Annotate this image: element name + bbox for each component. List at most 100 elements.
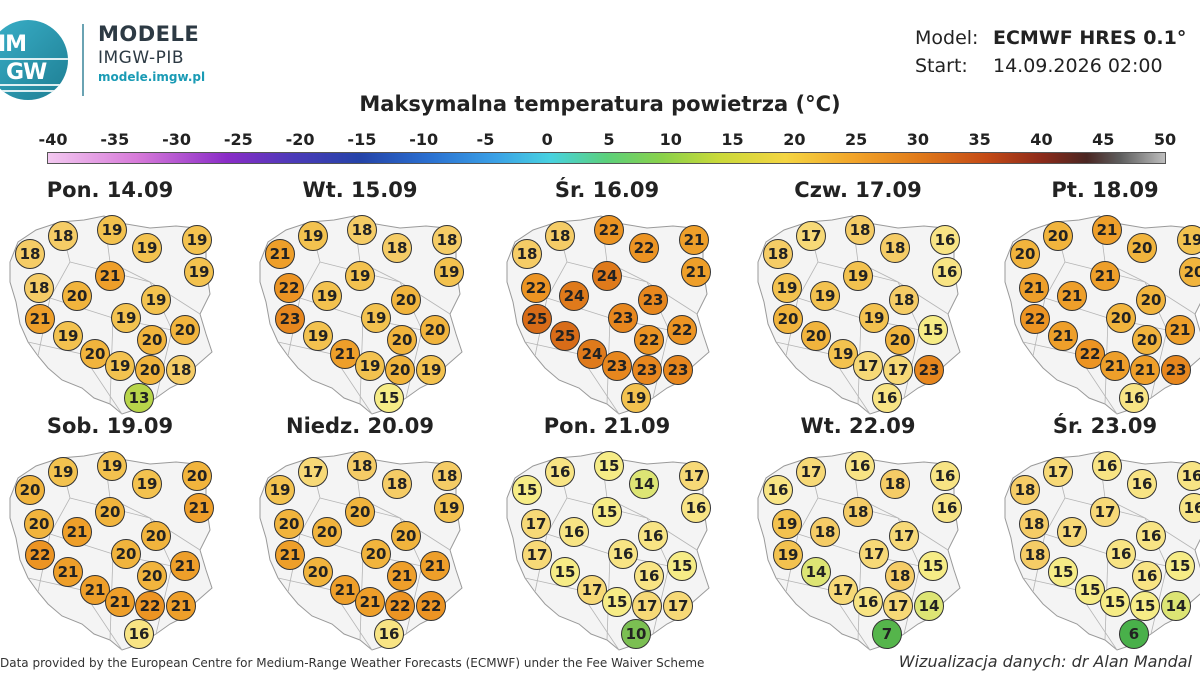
scale-tick-label: -30 [162,130,191,149]
temperature-marker: 15 [592,497,622,527]
temperature-marker: 18 [843,497,873,527]
temperature-marker: 18 [1010,475,1040,505]
temperature-marker: 20 [137,561,167,591]
temperature-marker: 15 [918,551,948,581]
temperature-marker: 18 [382,233,412,263]
temperature-marker: 19 [182,225,212,255]
temperature-marker: 20 [420,315,450,345]
temperature-marker: 17 [796,457,826,487]
temperature-marker: 20 [1136,285,1166,315]
temperature-marker: 21 [1090,261,1120,291]
temperature-marker: 20 [1132,325,1162,355]
temperature-marker: 20 [95,497,125,527]
logo-text-bottom: GW [6,60,47,85]
temperature-marker: 16 [1177,461,1200,491]
temperature-marker: 19 [416,355,446,385]
temperature-marker: 19 [843,261,873,291]
temperature-marker: 20 [141,521,171,551]
temperature-marker: 17 [859,539,889,569]
temperature-marker: 21 [387,561,417,591]
temperature-marker: 23 [608,303,638,333]
temperature-marker: 20 [1127,233,1157,263]
temperature-marker: 19 [141,285,171,315]
brand-url[interactable]: modele.imgw.pl [98,70,206,84]
temperature-marker: 20 [885,325,915,355]
temperature-marker: 16 [932,257,962,287]
start-value: 14.09.2026 02:00 [993,55,1163,77]
temperature-marker: 21 [105,587,135,617]
forecast-panel: Śr. 16.09 18 22 18 22 21 24 21 22 24 23 25 23 22 25 22 2… [497,178,737,415]
imgw-logo: IM GW MODELE IMGW-PIB modele.imgw.pl [0,18,210,100]
model-label: Model: [915,27,979,49]
forecast-panel: Wt. 22.09 17 16 16 18 16 18 16 19 18 17 19 17 15 14 18 1… [748,414,988,651]
temperature-marker: 19 [772,509,802,539]
scale-tick-label: -5 [476,130,495,149]
temperature-marker: 18 [166,355,196,385]
temperature-marker: 19 [97,215,127,245]
temperature-marker: 20 [391,285,421,315]
temperature-marker: 10 [621,619,651,649]
logo-text-top: IM [0,32,27,57]
temperature-marker: 18 [885,561,915,591]
scale-tick-label: 20 [783,130,806,149]
scale-tick-label: 5 [603,130,615,149]
temperature-marker: 23 [914,355,944,385]
temperature-marker: 20 [801,321,831,351]
temperature-marker: 15 [602,587,632,617]
temperature-color-scale [47,152,1166,164]
temperature-marker: 22 [1075,339,1105,369]
temperature-marker: 15 [594,451,624,481]
temperature-marker: 17 [298,457,328,487]
temperature-marker: 18 [347,215,377,245]
temperature-marker: 17 [679,461,709,491]
temperature-marker: 19 [303,321,333,351]
temperature-marker: 19 [132,469,162,499]
scale-tick-label: 10 [659,130,682,149]
temperature-marker: 16 [634,561,664,591]
temperature-marker: 20 [773,304,803,334]
temperature-marker: 20 [312,517,342,547]
temperature-marker: 23 [632,355,662,385]
temperature-marker: 17 [1057,517,1087,547]
temperature-marker: 16 [1106,539,1136,569]
panel-day-label: Śr. 23.09 [1052,414,1158,438]
temperature-marker: 16 [559,517,589,547]
forecast-panel: Śr. 23.09 17 16 18 16 16 17 16 18 17 16 18 16 15 15 16 1… [995,414,1200,651]
temperature-marker: 23 [663,355,693,385]
temperature-marker: 18 [48,221,78,251]
scale-tick-label: 15 [721,130,744,149]
temperature-marker: 20 [1106,303,1136,333]
temperature-marker: 18 [512,239,542,269]
scale-tick-label: -15 [347,130,377,149]
panel-day-label: Pon. 14.09 [46,178,174,202]
temperature-marker: 19 [434,493,464,523]
temperature-marker: 19 [810,281,840,311]
temperature-marker: 19 [48,457,78,487]
temperature-marker: 14 [629,469,659,499]
temperature-marker: 21 [1057,281,1087,311]
temperature-marker: 21 [265,239,295,269]
temperature-scale-labels: -40 -35 -30 -25 -20 -15 -10 -5 0 5 10 15 20 25 30 35 40 4… [39,130,1180,150]
temperature-marker: 21 [62,517,92,547]
temperature-marker: 21 [25,304,55,334]
temperature-marker: 18 [1020,540,1050,570]
panel-day-label: Sob. 19.09 [46,414,174,438]
forecast-panel: Pon. 14.09 18 19 18 19 19 21 19 18 20 19 21 19 20 19 20… [0,178,240,415]
temperature-marker: 20 [1179,257,1200,287]
temperature-marker: 18 [880,233,910,263]
temperature-marker: 19 [111,303,141,333]
temperature-marker: 18 [889,285,919,315]
temperature-marker: 20 [1043,221,1073,251]
scale-tick-label: 30 [906,130,930,149]
temperature-marker: 20 [62,281,92,311]
temperature-marker: 22 [416,591,446,621]
forecast-panel: Pt. 18.09 20 21 20 20 19 21 20 21 21 20 22 20 21 21 20 2… [995,178,1200,415]
temperature-marker: 21 [95,261,125,291]
temperature-marker: 16 [1136,521,1166,551]
temperature-marker: 14 [1161,591,1191,621]
temperature-marker: 6 [1119,619,1149,649]
temperature-marker: 18 [432,225,462,255]
temperature-marker: 21 [184,493,214,523]
temperature-marker: 23 [602,351,632,381]
model-value: ECMWF HRES 0.1° [993,27,1187,49]
